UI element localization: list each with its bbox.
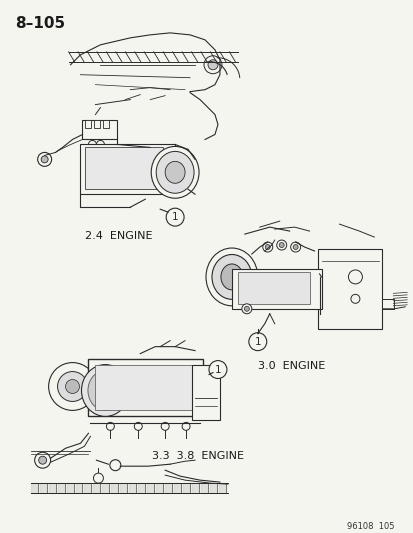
Polygon shape <box>57 483 64 493</box>
Bar <box>80 144 175 194</box>
Ellipse shape <box>206 248 257 306</box>
FancyBboxPatch shape <box>103 119 109 127</box>
Ellipse shape <box>151 147 199 198</box>
Circle shape <box>161 422 169 430</box>
Circle shape <box>350 294 359 303</box>
Ellipse shape <box>211 255 251 300</box>
Polygon shape <box>111 483 118 493</box>
FancyBboxPatch shape <box>82 119 117 140</box>
Text: 2.4  ENGINE: 2.4 ENGINE <box>85 231 153 241</box>
Polygon shape <box>93 483 100 493</box>
Polygon shape <box>209 483 216 493</box>
FancyBboxPatch shape <box>85 119 91 127</box>
Text: 96108  105: 96108 105 <box>346 522 393 531</box>
Text: 1: 1 <box>214 365 221 375</box>
Circle shape <box>166 208 184 226</box>
Circle shape <box>209 361 226 378</box>
Circle shape <box>182 422 190 430</box>
Circle shape <box>65 379 79 393</box>
Polygon shape <box>40 483 47 493</box>
Circle shape <box>38 152 52 166</box>
Circle shape <box>204 56 221 74</box>
FancyBboxPatch shape <box>94 119 100 127</box>
Circle shape <box>241 304 251 314</box>
Circle shape <box>57 372 87 401</box>
Polygon shape <box>156 483 163 493</box>
Ellipse shape <box>88 370 123 410</box>
Bar <box>237 272 309 304</box>
Circle shape <box>278 243 283 247</box>
Circle shape <box>48 362 96 410</box>
Text: 1: 1 <box>254 337 261 346</box>
Polygon shape <box>192 483 199 493</box>
Circle shape <box>96 141 104 148</box>
Circle shape <box>348 270 361 284</box>
Polygon shape <box>138 483 145 493</box>
Bar <box>88 359 202 416</box>
Circle shape <box>88 141 96 148</box>
Circle shape <box>134 422 142 430</box>
Text: 3.0  ENGINE: 3.0 ENGINE <box>257 361 324 370</box>
Polygon shape <box>201 483 207 493</box>
Text: 3.3  3.8  ENGINE: 3.3 3.8 ENGINE <box>152 451 244 461</box>
Text: 1: 1 <box>171 212 178 222</box>
Polygon shape <box>102 483 109 493</box>
Circle shape <box>292 245 297 249</box>
Bar <box>231 269 321 309</box>
Polygon shape <box>147 483 154 493</box>
Polygon shape <box>66 483 74 493</box>
Bar <box>95 365 192 410</box>
Circle shape <box>109 459 121 471</box>
Circle shape <box>93 473 103 483</box>
Ellipse shape <box>81 365 129 416</box>
Bar <box>85 148 163 189</box>
Circle shape <box>35 452 50 468</box>
Circle shape <box>265 245 270 249</box>
FancyBboxPatch shape <box>381 299 393 309</box>
Polygon shape <box>218 483 225 493</box>
Polygon shape <box>84 483 91 493</box>
Polygon shape <box>75 483 82 493</box>
Polygon shape <box>48 483 55 493</box>
Bar <box>192 365 219 421</box>
Ellipse shape <box>165 161 185 183</box>
Polygon shape <box>31 483 38 493</box>
Circle shape <box>276 240 286 250</box>
Circle shape <box>106 422 114 430</box>
Circle shape <box>41 156 48 163</box>
Polygon shape <box>165 483 172 493</box>
Polygon shape <box>120 483 127 493</box>
Circle shape <box>38 456 47 464</box>
Circle shape <box>248 333 266 351</box>
Circle shape <box>262 242 272 252</box>
Polygon shape <box>183 483 190 493</box>
Circle shape <box>290 242 300 252</box>
Text: 8–105: 8–105 <box>15 16 65 31</box>
Polygon shape <box>174 483 180 493</box>
Ellipse shape <box>221 264 242 290</box>
Circle shape <box>244 306 249 311</box>
Polygon shape <box>129 483 136 493</box>
Bar <box>317 249 381 329</box>
Ellipse shape <box>156 151 194 193</box>
Circle shape <box>207 60 217 70</box>
